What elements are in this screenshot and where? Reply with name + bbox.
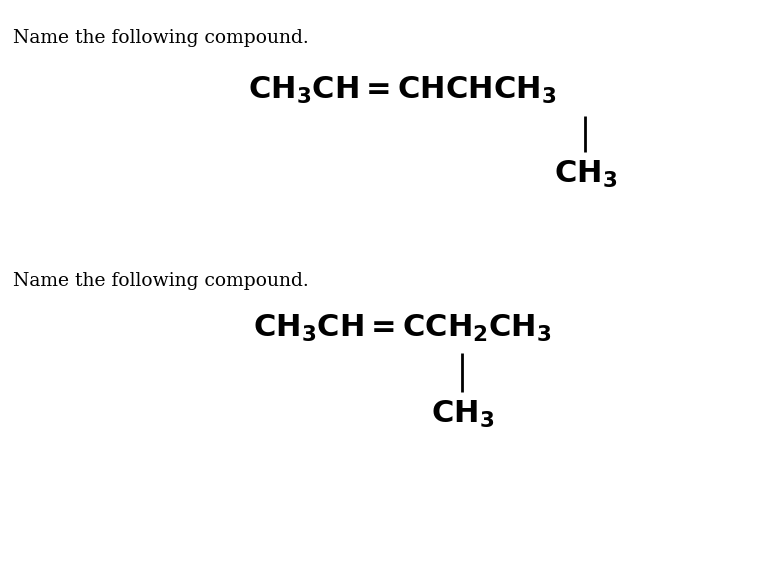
Text: $\bf{CH_3}$: $\bf{CH_3}$ [430,399,494,430]
Text: Name the following compound.: Name the following compound. [13,29,309,47]
Text: $\bf{CH_3}$: $\bf{CH_3}$ [554,159,617,190]
Text: $\bf{CH_3CH{=}CCH_2CH_3}$: $\bf{CH_3CH{=}CCH_2CH_3}$ [252,312,551,344]
Text: $\bf{CH_3CH{=}CHCHCH_3}$: $\bf{CH_3CH{=}CHCHCH_3}$ [248,75,556,106]
Text: Name the following compound.: Name the following compound. [13,272,309,290]
